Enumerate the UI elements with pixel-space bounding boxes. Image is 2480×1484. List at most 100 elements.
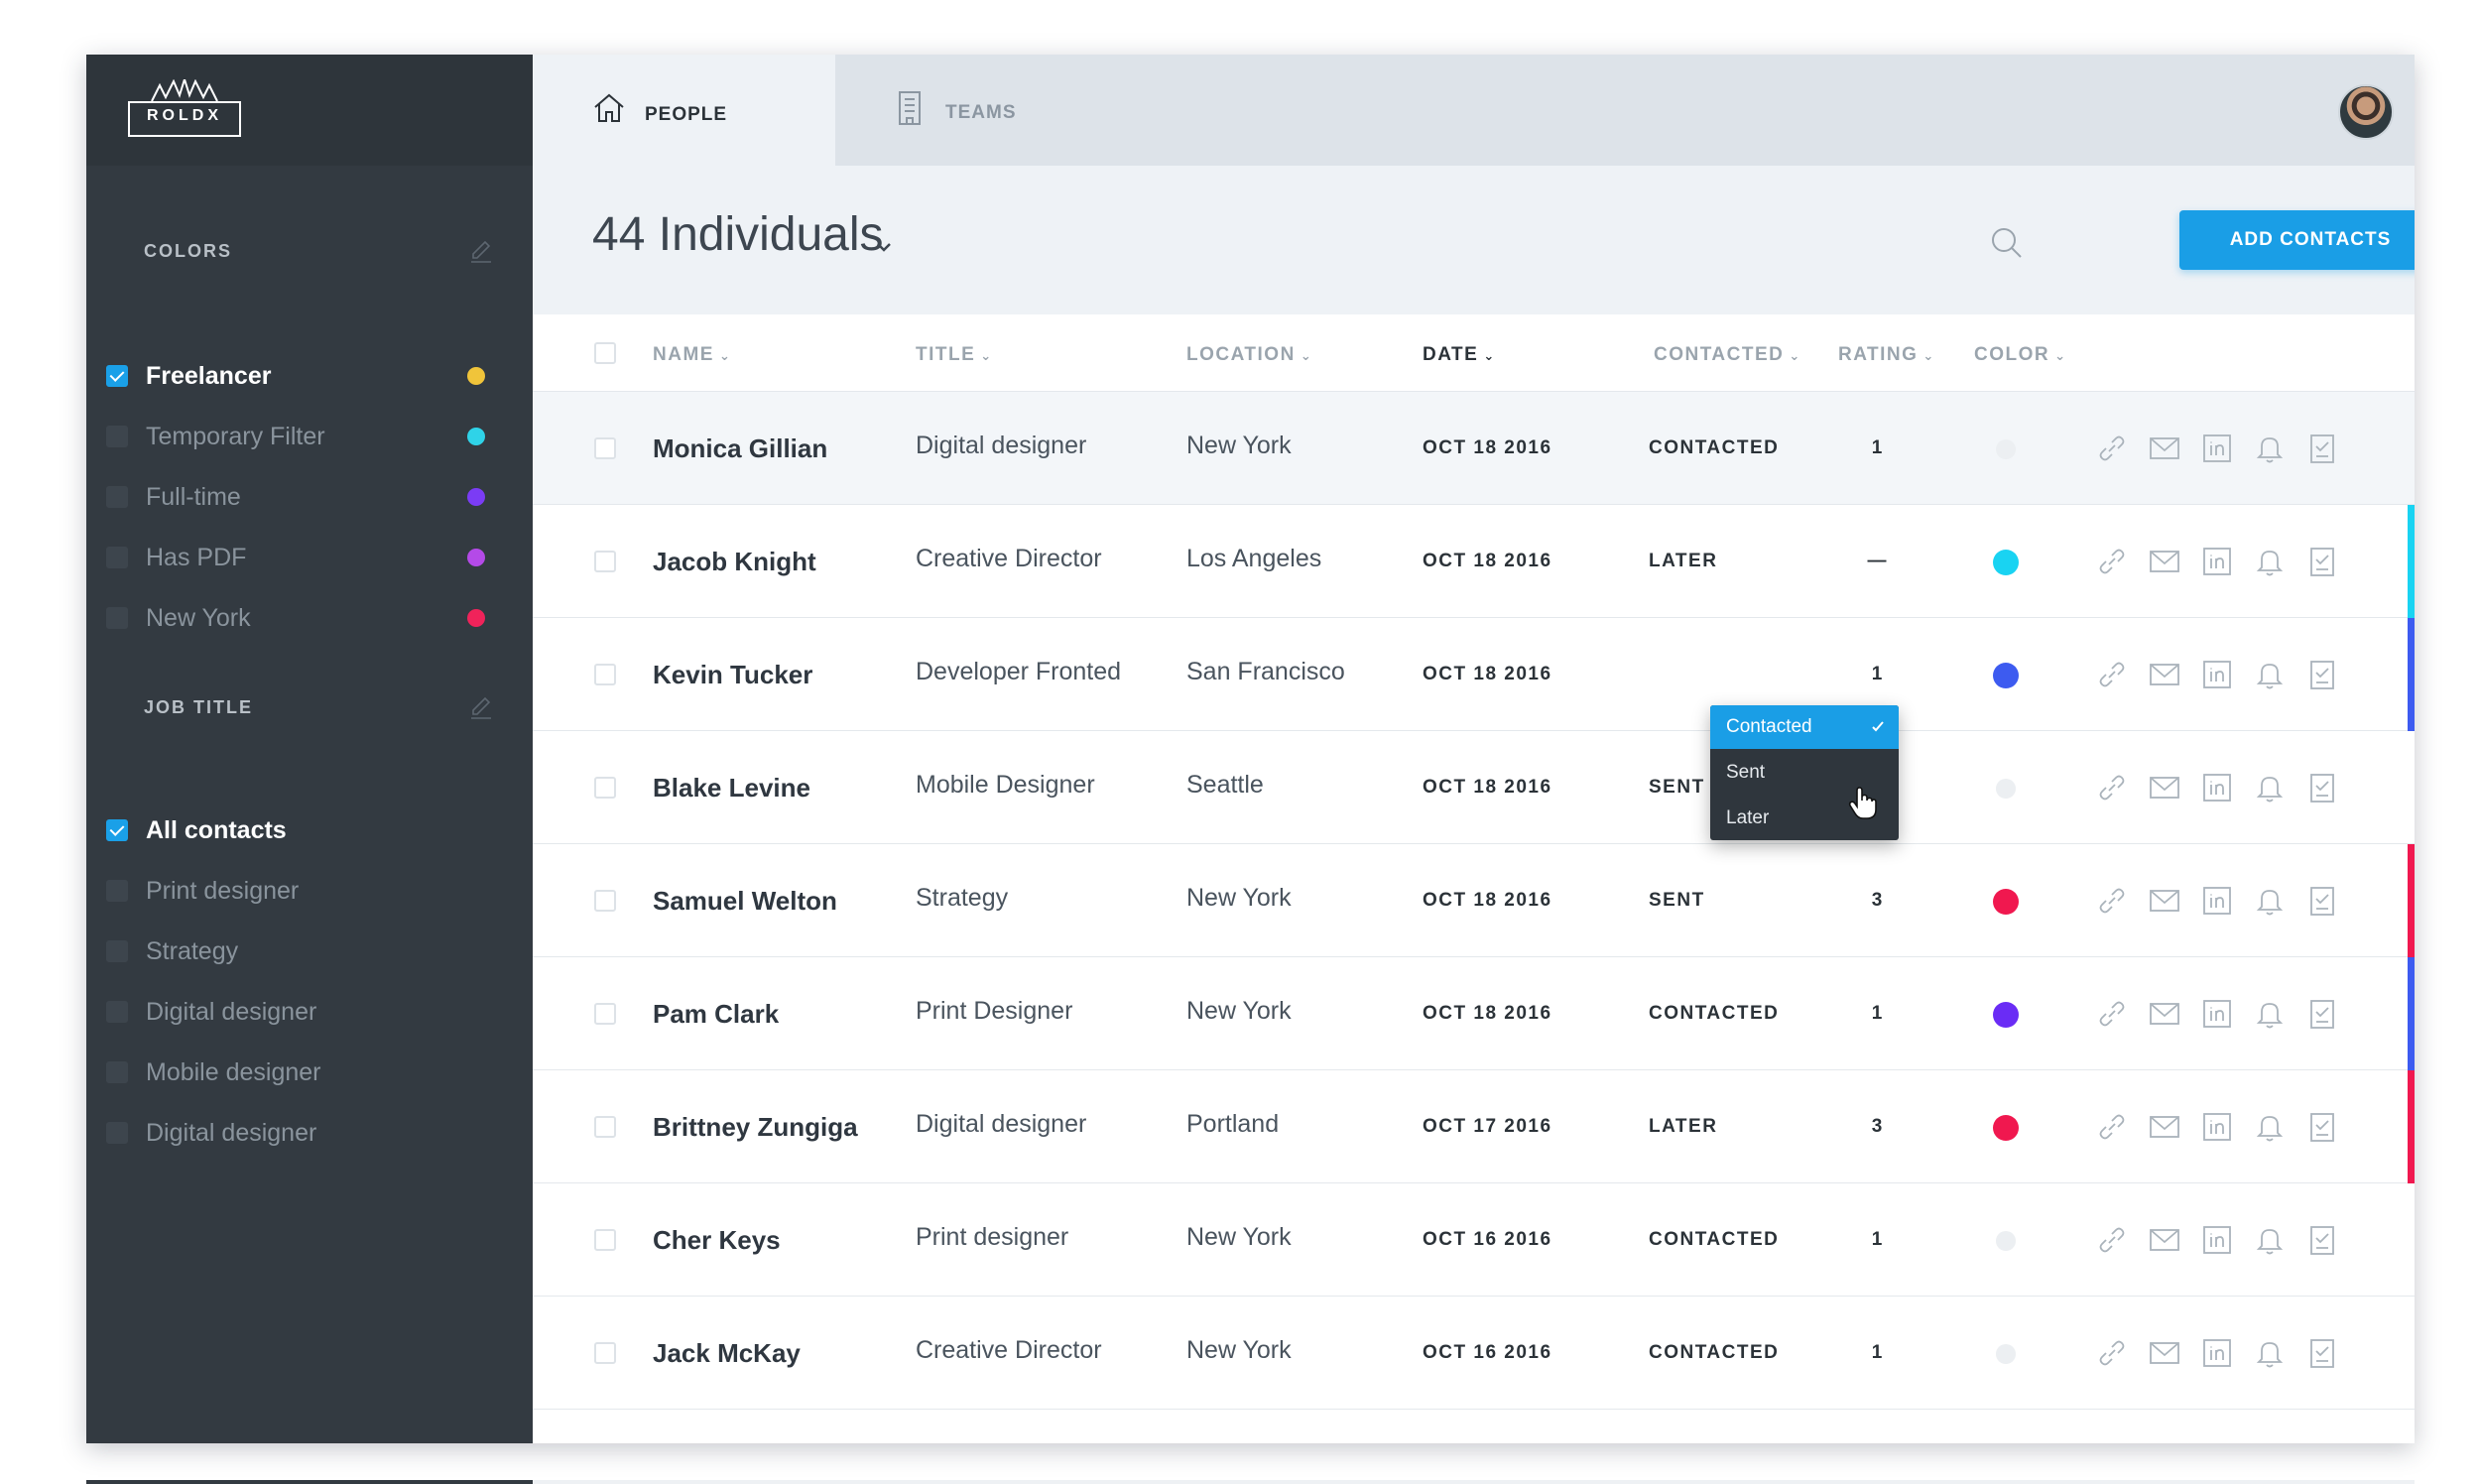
add-contacts-button[interactable]: ADD CONTACTS — [2179, 210, 2415, 270]
color-dot[interactable] — [1993, 550, 2019, 575]
link-icon[interactable] — [2095, 1336, 2129, 1370]
bell-icon[interactable] — [2253, 545, 2287, 578]
color-dot[interactable] — [1996, 1231, 2016, 1251]
contact-status[interactable]: CONTACTED — [1649, 1003, 1780, 1024]
table-row[interactable]: Pam Clark Print Designer New York OCT 18 20… — [533, 957, 2415, 1070]
color-filter-checkbox[interactable] — [106, 547, 128, 568]
select-all-checkbox[interactable] — [594, 342, 616, 364]
table-row[interactable]: Jacob Knight Creative Director Los Angeles… — [533, 505, 2415, 618]
color-dot[interactable] — [1993, 1002, 2019, 1028]
bell-icon[interactable] — [2253, 658, 2287, 691]
mail-icon[interactable] — [2148, 545, 2181, 578]
link-icon[interactable] — [2095, 432, 2129, 465]
table-row[interactable]: Samuel Welton Strategy New York OCT 18 2016… — [533, 844, 2415, 957]
link-icon[interactable] — [2095, 545, 2129, 578]
color-filter-checkbox[interactable] — [106, 486, 128, 508]
page-title[interactable]: 44 Individuals — [592, 208, 884, 261]
contact-status[interactable]: LATER — [1649, 551, 1718, 571]
checklist-icon[interactable] — [2305, 997, 2339, 1031]
job-title-filter-checkbox[interactable] — [106, 819, 128, 841]
linkedin-icon[interactable] — [2200, 432, 2234, 465]
contact-status[interactable]: CONTACTED — [1649, 1342, 1780, 1363]
job-title-filter-item[interactable]: Print designer — [86, 869, 493, 913]
row-checkbox[interactable] — [594, 1003, 616, 1025]
column-header-name[interactable]: NAME ⌄ — [653, 344, 732, 365]
color-filter-checkbox[interactable] — [106, 365, 128, 387]
color-dot[interactable] — [1993, 889, 2019, 915]
bell-icon[interactable] — [2253, 997, 2287, 1031]
checklist-icon[interactable] — [2305, 1110, 2339, 1144]
checklist-icon[interactable] — [2305, 545, 2339, 578]
mail-icon[interactable] — [2148, 771, 2181, 804]
mail-icon[interactable] — [2148, 1110, 2181, 1144]
table-row[interactable]: Blake Levine Mobile Designer Seattle OCT 18… — [533, 731, 2415, 844]
status-dropdown[interactable]: Contacted Sent Later — [1710, 705, 1899, 840]
row-checkbox[interactable] — [594, 664, 616, 685]
row-checkbox[interactable] — [594, 890, 616, 912]
row-checkbox[interactable] — [594, 1229, 616, 1251]
row-checkbox[interactable] — [594, 551, 616, 572]
table-row[interactable]: Cher Keys Print designer New York OCT 16 20… — [533, 1183, 2415, 1297]
color-filter-item[interactable]: Temporary Filter — [86, 415, 493, 458]
checklist-icon[interactable] — [2305, 884, 2339, 918]
color-filter-item[interactable]: New York — [86, 596, 493, 640]
bell-icon[interactable] — [2253, 884, 2287, 918]
status-option-sent[interactable]: Sent — [1726, 762, 1766, 783]
mail-icon[interactable] — [2148, 1336, 2181, 1370]
link-icon[interactable] — [2095, 884, 2129, 918]
contact-status[interactable]: SENT — [1649, 890, 1705, 911]
job-title-filter-item[interactable]: Mobile designer — [86, 1051, 493, 1094]
mail-icon[interactable] — [2148, 884, 2181, 918]
color-dot[interactable] — [1993, 1115, 2019, 1141]
color-dot[interactable] — [1996, 1344, 2016, 1364]
color-filter-item[interactable]: Freelancer — [86, 354, 493, 398]
checklist-icon[interactable] — [2305, 432, 2339, 465]
color-filter-item[interactable]: Has PDF — [86, 536, 493, 579]
column-header-location[interactable]: LOCATION ⌄ — [1186, 344, 1313, 365]
link-icon[interactable] — [2095, 771, 2129, 804]
contact-status[interactable]: SENT — [1649, 777, 1705, 798]
status-option-contacted[interactable]: Contacted — [1710, 705, 1899, 749]
status-option-later[interactable]: Later — [1726, 807, 1770, 828]
color-filter-item[interactable]: Full-time — [86, 475, 493, 519]
mail-icon[interactable] — [2148, 1223, 2181, 1257]
checklist-icon[interactable] — [2305, 1223, 2339, 1257]
tab-people[interactable]: PEOPLE — [533, 55, 835, 166]
job-title-filter-item[interactable]: Digital designer — [86, 1111, 493, 1155]
linkedin-icon[interactable] — [2200, 884, 2234, 918]
row-checkbox[interactable] — [594, 1342, 616, 1364]
row-checkbox[interactable] — [594, 777, 616, 799]
mail-icon[interactable] — [2148, 997, 2181, 1031]
linkedin-icon[interactable] — [2200, 658, 2234, 691]
job-title-filter-item[interactable]: All contacts — [86, 808, 493, 852]
column-header-date[interactable]: DATE ⌄ — [1423, 344, 1496, 365]
contact-status[interactable]: LATER — [1649, 1116, 1718, 1137]
row-checkbox[interactable] — [594, 1116, 616, 1138]
color-dot[interactable] — [1993, 663, 2019, 688]
bell-icon[interactable] — [2253, 432, 2287, 465]
bell-icon[interactable] — [2253, 1336, 2287, 1370]
edit-colors-icon[interactable] — [468, 238, 494, 264]
job-title-filter-checkbox[interactable] — [106, 940, 128, 962]
color-filter-checkbox[interactable] — [106, 607, 128, 629]
mail-icon[interactable] — [2148, 432, 2181, 465]
bell-icon[interactable] — [2253, 1223, 2287, 1257]
job-title-filter-checkbox[interactable] — [106, 1122, 128, 1144]
search-icon[interactable] — [1989, 225, 2025, 261]
column-header-rating[interactable]: RATING ⌄ — [1838, 344, 1935, 365]
column-header-title[interactable]: TITLE ⌄ — [916, 344, 993, 365]
chevron-down-icon[interactable] — [875, 241, 893, 253]
logo[interactable]: ROLDX — [128, 79, 243, 139]
job-title-filter-item[interactable]: Strategy — [86, 929, 493, 973]
link-icon[interactable] — [2095, 1110, 2129, 1144]
bell-icon[interactable] — [2253, 1110, 2287, 1144]
job-title-filter-checkbox[interactable] — [106, 1061, 128, 1083]
table-row[interactable]: Brittney Zungiga Digital designer Portland… — [533, 1070, 2415, 1183]
row-checkbox[interactable] — [594, 437, 616, 459]
color-dot[interactable] — [1996, 779, 2016, 799]
table-row[interactable]: Monica Gillian Digital designer New York OC… — [533, 392, 2415, 505]
linkedin-icon[interactable] — [2200, 997, 2234, 1031]
column-header-color[interactable]: COLOR ⌄ — [1974, 344, 2067, 365]
link-icon[interactable] — [2095, 658, 2129, 691]
linkedin-icon[interactable] — [2200, 1110, 2234, 1144]
